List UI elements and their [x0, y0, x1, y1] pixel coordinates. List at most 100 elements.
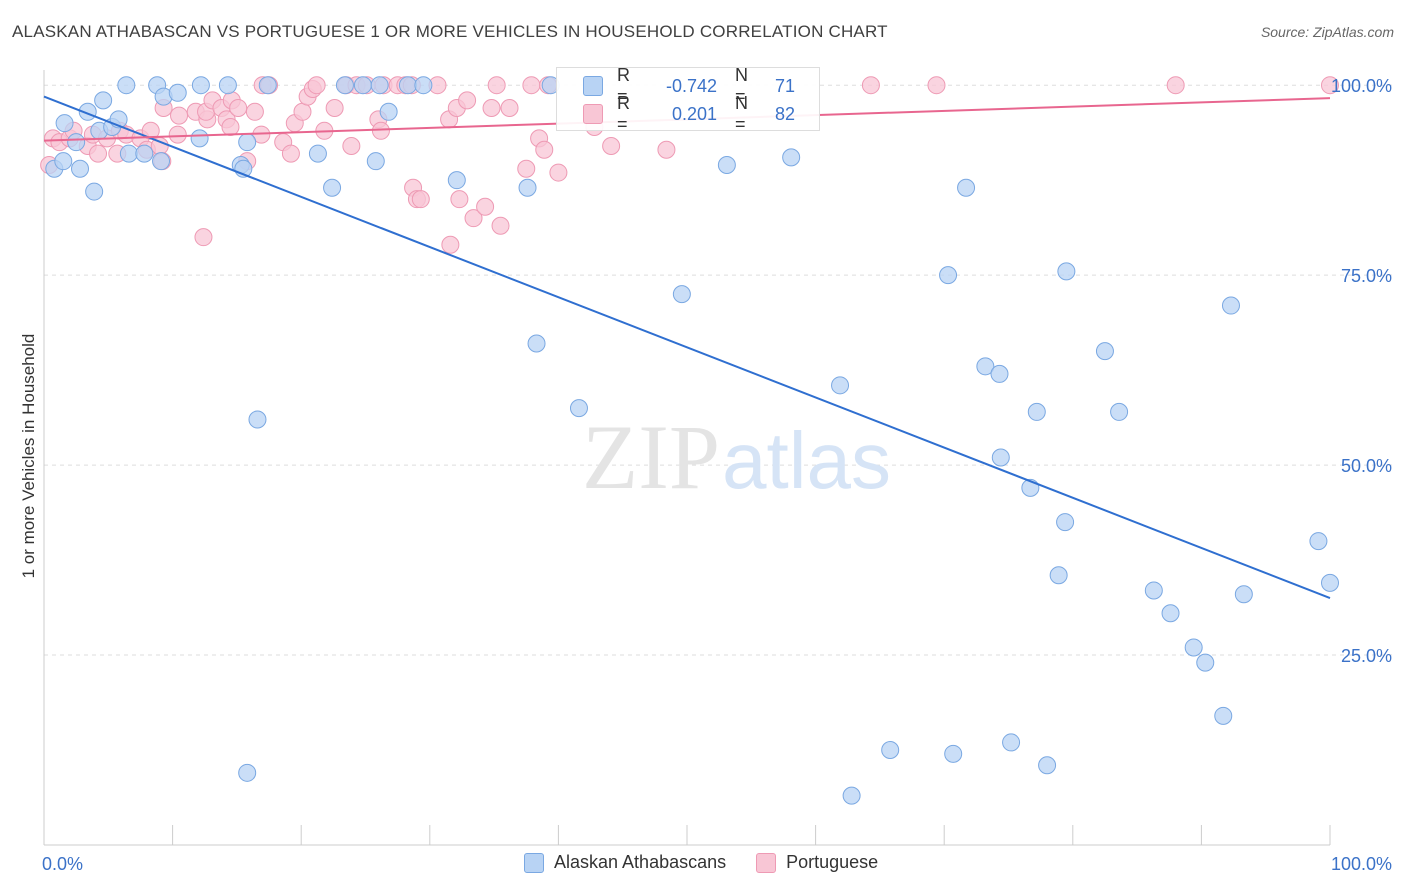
legend-item-athabascans[interactable]: Alaskan Athabascans — [524, 852, 726, 873]
legend: Alaskan Athabascans Portuguese — [524, 852, 878, 873]
portuguese-point — [411, 190, 430, 209]
athabascan-point — [881, 741, 900, 760]
athabascan-point — [135, 144, 154, 163]
athabascan-point — [190, 129, 209, 148]
n-label: N = — [735, 65, 748, 106]
portuguese-point — [1321, 76, 1339, 95]
athabascan-point — [1056, 513, 1075, 532]
athabascan-point — [1309, 532, 1328, 551]
athabascan-point — [191, 76, 210, 95]
athabascan-point — [414, 76, 433, 95]
legend-swatch-blue — [524, 852, 544, 873]
portuguese-point — [325, 98, 344, 117]
athabascan-point — [323, 178, 342, 197]
athabascan-point — [366, 152, 385, 171]
portuguese-point — [245, 102, 264, 121]
athabascan-point — [1049, 566, 1068, 585]
athabascan-trend-line — [43, 95, 1331, 599]
athabascan-point — [1161, 604, 1180, 623]
r-value: 0.201 — [671, 103, 717, 124]
athabascan-point — [335, 76, 354, 95]
athabascan-point — [672, 285, 691, 304]
athabascan-point — [379, 102, 398, 121]
portuguese-point — [194, 228, 213, 247]
portuguese-point — [500, 98, 519, 117]
n-value: 82 — [774, 103, 795, 124]
portuguese-point — [458, 91, 477, 110]
trend-lines — [43, 95, 1331, 599]
portuguese-point — [293, 102, 312, 121]
athabascan-point — [94, 91, 113, 110]
portuguese-point — [221, 117, 240, 136]
blue-swatch — [583, 76, 603, 96]
athabascan-point — [1027, 402, 1046, 421]
athabascan-point — [527, 334, 546, 353]
athabascan-point — [248, 410, 267, 429]
athabascan-point — [717, 155, 736, 174]
athabascan-point — [1057, 262, 1076, 281]
legend-item-portuguese[interactable]: Portuguese — [756, 852, 878, 873]
athabascan-point — [370, 76, 389, 95]
athabascan-point — [168, 83, 187, 102]
athabascan-point — [152, 152, 171, 171]
athabascan-point — [67, 133, 86, 152]
athabascan-points — [45, 76, 1339, 805]
athabascan-point — [119, 144, 138, 163]
portuguese-point — [170, 106, 189, 125]
portuguese-point — [464, 209, 483, 228]
portuguese-point — [535, 140, 554, 159]
portuguese-point — [371, 121, 390, 140]
portuguese-point — [476, 197, 495, 216]
legend-label: Portuguese — [786, 852, 879, 872]
portuguese-point — [657, 140, 676, 159]
athabascan-point — [238, 763, 257, 782]
tick-labels: 25.0% 50.0% 75.0% 100.0% 0.0% 100.0% — [42, 76, 1392, 874]
y-tick-label: 100.0% — [1331, 76, 1392, 96]
athabascan-point — [831, 376, 850, 395]
portuguese-point — [342, 136, 361, 155]
portuguese-point — [229, 98, 248, 117]
y-tick-label: 50.0% — [1341, 456, 1392, 476]
portuguese-point — [549, 163, 568, 182]
pink-swatch — [583, 104, 603, 124]
portuguese-point — [487, 76, 506, 95]
athabascan-point — [218, 76, 237, 95]
source-label: Source: ZipAtlas.com — [1260, 24, 1394, 40]
watermark-atlas: atlas — [722, 416, 891, 505]
portuguese-point — [1166, 76, 1185, 95]
athabascan-point — [85, 182, 104, 201]
chart-title: ALASKAN ATHABASCAN VS PORTUGUESE 1 OR MO… — [12, 22, 888, 41]
athabascan-point — [1196, 653, 1215, 672]
y-tick-label: 25.0% — [1341, 646, 1392, 666]
portuguese-point — [281, 144, 300, 163]
y-axis-label: 1 or more Vehicles in Household — [19, 334, 38, 579]
legend-swatch-pink — [756, 852, 777, 873]
portuguese-point — [89, 144, 108, 163]
athabascan-point — [447, 171, 466, 190]
athabascan-point — [308, 144, 327, 163]
athabascan-point — [990, 364, 1009, 383]
r-value: -0.742 — [665, 75, 717, 96]
athabascan-point — [1214, 706, 1233, 725]
portuguese-point — [307, 76, 326, 95]
athabascan-point — [518, 178, 537, 197]
athabascan-point — [238, 133, 257, 152]
portuguese-point — [522, 76, 541, 95]
athabascan-point — [258, 76, 277, 95]
athabascan-point — [991, 448, 1010, 467]
athabascan-point — [1234, 585, 1253, 604]
y-tick-label: 75.0% — [1341, 266, 1392, 286]
portuguese-point — [491, 216, 510, 235]
axes — [43, 70, 1331, 846]
athabascan-point — [54, 152, 73, 171]
athabascan-point — [55, 114, 74, 133]
portuguese-point — [450, 190, 469, 209]
portuguese-point — [482, 98, 501, 117]
athabascan-point — [1038, 756, 1057, 775]
portuguese-point — [861, 76, 880, 95]
x-tick-label: 0.0% — [42, 854, 83, 874]
athabascan-point — [939, 266, 958, 285]
portuguese-point — [517, 159, 536, 178]
athabascan-point — [1184, 638, 1203, 657]
